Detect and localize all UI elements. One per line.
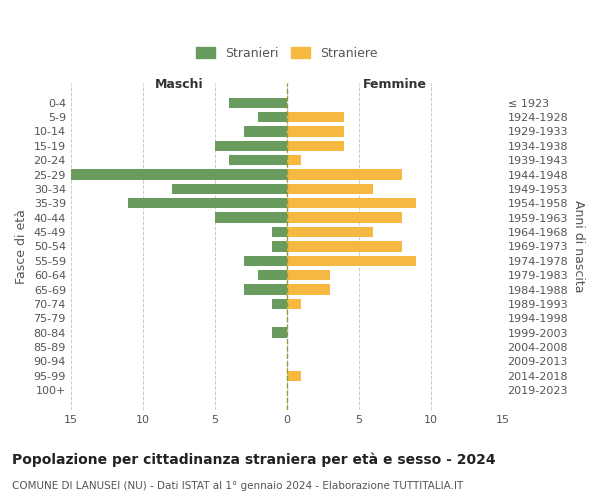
Bar [287, 184, 373, 194]
Text: Popolazione per cittadinanza straniera per età e sesso - 2024: Popolazione per cittadinanza straniera p… [12, 452, 496, 467]
Bar [215, 212, 287, 223]
Bar [172, 184, 287, 194]
Bar [244, 284, 287, 294]
Bar [272, 328, 287, 338]
Text: Femmine: Femmine [363, 78, 427, 91]
Bar [287, 370, 301, 381]
Bar [287, 241, 402, 252]
Bar [128, 198, 287, 208]
Bar [272, 227, 287, 237]
Text: Maschi: Maschi [154, 78, 203, 91]
Bar [258, 270, 287, 280]
Bar [272, 241, 287, 252]
Y-axis label: Anni di nascita: Anni di nascita [572, 200, 585, 292]
Bar [258, 112, 287, 122]
Bar [287, 198, 416, 208]
Bar [287, 155, 301, 166]
Bar [272, 298, 287, 309]
Bar [287, 212, 402, 223]
Bar [244, 256, 287, 266]
Bar [287, 112, 344, 122]
Bar [229, 155, 287, 166]
Bar [287, 126, 344, 136]
Bar [287, 284, 330, 294]
Bar [287, 298, 301, 309]
Bar [229, 98, 287, 108]
Y-axis label: Fasce di età: Fasce di età [15, 209, 28, 284]
Text: COMUNE DI LANUSEI (NU) - Dati ISTAT al 1° gennaio 2024 - Elaborazione TUTTITALIA: COMUNE DI LANUSEI (NU) - Dati ISTAT al 1… [12, 481, 463, 491]
Bar [287, 256, 416, 266]
Bar [71, 170, 287, 179]
Bar [287, 140, 344, 151]
Bar [287, 270, 330, 280]
Legend: Stranieri, Straniere: Stranieri, Straniere [193, 43, 381, 64]
Bar [215, 140, 287, 151]
Bar [287, 227, 373, 237]
Bar [244, 126, 287, 136]
Bar [287, 170, 402, 179]
